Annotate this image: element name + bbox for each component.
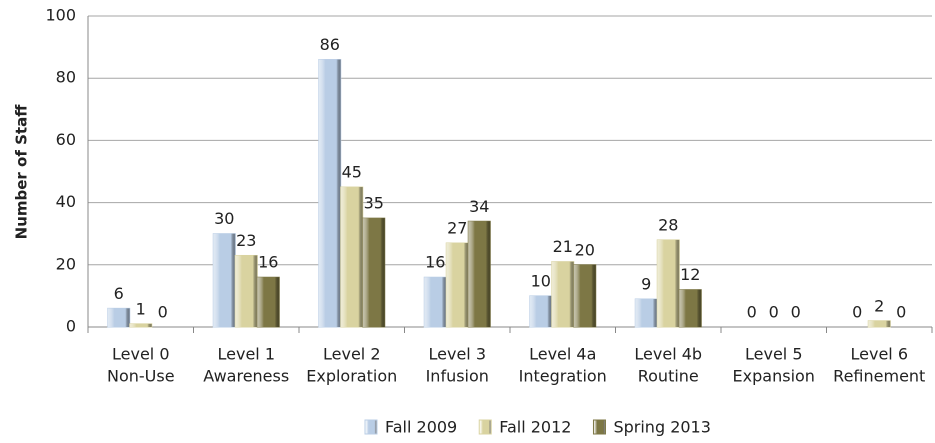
value-label: 86	[320, 35, 340, 54]
value-label: 0	[747, 303, 757, 322]
value-label: 12	[680, 265, 700, 284]
bar-shade	[235, 255, 258, 327]
value-label: 16	[425, 253, 445, 272]
x-tick-label: Exploration	[306, 367, 397, 386]
bar-shade	[213, 233, 236, 327]
x-tick-label: Level 4a	[529, 345, 596, 364]
legend-label: Fall 2012	[499, 418, 571, 437]
value-label: 0	[896, 303, 906, 322]
x-tick-label: Level 5	[745, 345, 803, 364]
bar-shade	[424, 277, 447, 327]
bar-shade	[129, 323, 152, 327]
legend-swatch	[592, 419, 606, 435]
bar-shade	[362, 218, 385, 327]
bar-shade	[468, 221, 491, 327]
bar-shade	[446, 243, 469, 327]
bar-shade	[529, 295, 552, 327]
x-tick-label: Level 0	[112, 345, 170, 364]
value-label: 16	[258, 253, 278, 272]
y-tick-label: 100	[45, 6, 76, 25]
bar-shade	[551, 261, 574, 327]
y-tick-label: 0	[66, 317, 76, 336]
value-label: 23	[236, 231, 256, 250]
value-label: 0	[769, 303, 779, 322]
bar-shade	[657, 239, 680, 327]
x-tick-label: Level 3	[429, 345, 487, 364]
x-tick-label: Integration	[519, 367, 607, 386]
value-label: 9	[641, 275, 651, 294]
y-tick-label: 60	[56, 130, 76, 149]
value-label: 34	[469, 197, 489, 216]
bar-shade	[107, 308, 130, 327]
bar-shade	[257, 277, 280, 327]
bar-shade	[573, 264, 596, 327]
x-tick-label: Level 4b	[634, 345, 702, 364]
legend-label: Fall 2009	[385, 418, 457, 437]
value-label: 45	[342, 163, 362, 182]
value-label: 20	[575, 240, 595, 259]
legend-swatch	[478, 419, 492, 435]
value-label: 0	[791, 303, 801, 322]
y-tick-label: 40	[56, 192, 76, 211]
value-label: 0	[158, 303, 168, 322]
bar-shade	[340, 187, 363, 327]
value-label: 21	[553, 237, 573, 256]
x-tick-label: Awareness	[203, 367, 289, 386]
value-label: 1	[136, 299, 146, 318]
x-tick-label: Level 1	[218, 345, 276, 364]
bar-shade	[318, 59, 341, 327]
x-tick-label: Non-Use	[107, 367, 175, 386]
value-label: 10	[531, 271, 551, 290]
value-label: 35	[364, 194, 384, 213]
y-axis-label: Number of Staff	[13, 104, 31, 240]
value-label: 6	[114, 284, 124, 303]
x-tick-label: Expansion	[733, 367, 815, 386]
legend-label: Spring 2013	[613, 418, 710, 437]
legend-swatch	[364, 419, 378, 435]
x-tick-label: Level 6	[851, 345, 909, 364]
x-tick-label: Routine	[638, 367, 699, 386]
value-label: 2	[874, 296, 884, 315]
y-tick-label: 80	[56, 68, 76, 87]
value-label: 0	[852, 303, 862, 322]
value-label: 30	[214, 209, 234, 228]
bar-shade	[635, 299, 658, 327]
x-tick-label: Level 2	[323, 345, 381, 364]
y-tick-label: 20	[56, 254, 76, 273]
bar-shade	[679, 289, 702, 327]
bar-shade	[868, 320, 891, 327]
x-tick-label: Refinement	[833, 367, 925, 386]
value-label: 27	[447, 219, 467, 238]
value-label: 28	[658, 215, 678, 234]
x-tick-label: Infusion	[426, 367, 489, 386]
